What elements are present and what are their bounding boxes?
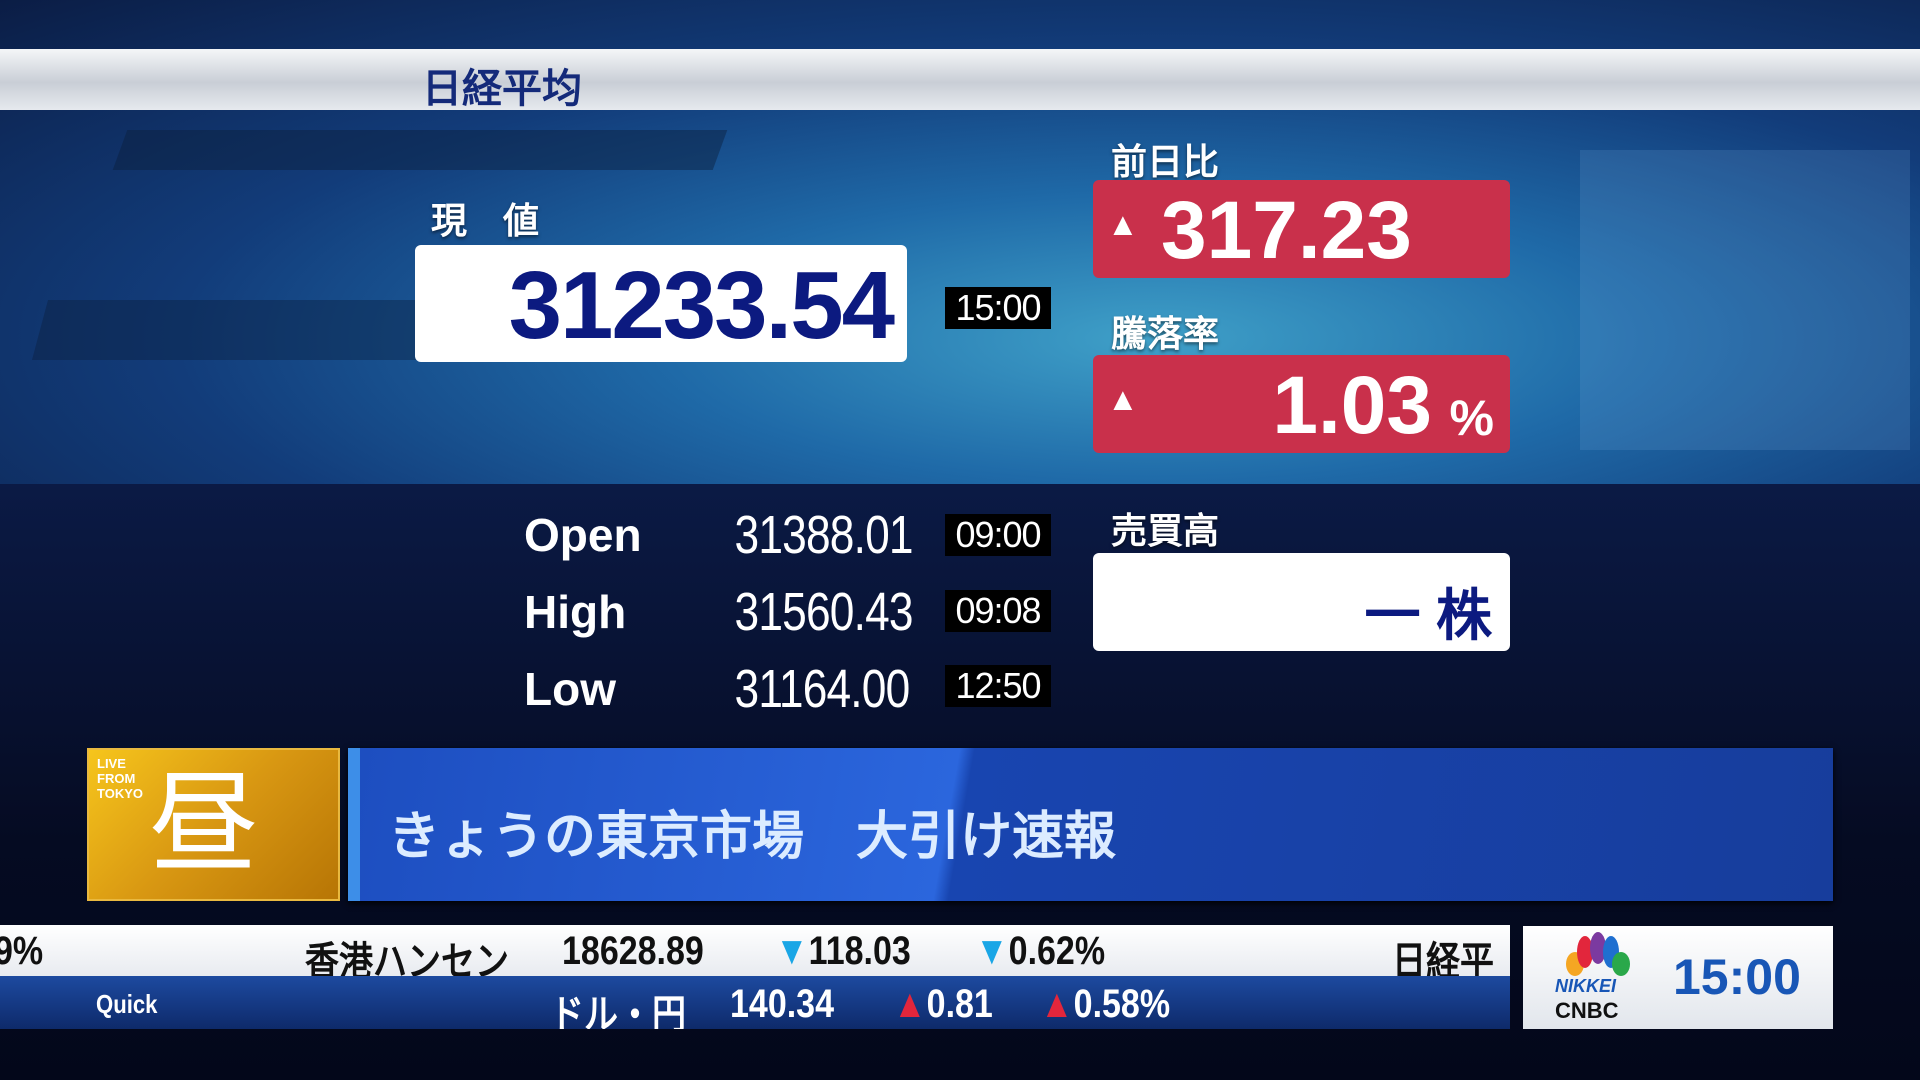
high-time: 09:08 [945, 590, 1051, 632]
ticker-prev-tail: 9% [0, 929, 44, 973]
ticker-rate: ▼0.62% [975, 929, 1106, 973]
program-badge: LIVE FROM TOKYO 昼 [87, 748, 340, 901]
current-price-box: 31233.54 [415, 245, 907, 362]
current-price: 31233.54 [508, 252, 895, 359]
ticker-bottom: Quick ドル・円 140.34 ▲0.81 ▲0.58% [0, 976, 1510, 1029]
live-from-tokyo-text: LIVE FROM TOKYO [97, 756, 143, 801]
ticker-name: ドル・円 [550, 993, 686, 1029]
open-time: 09:00 [945, 514, 1051, 556]
rate-value: 1.03 [1272, 360, 1432, 451]
change-box: ▲ 317.23 [1093, 180, 1510, 278]
ticker-change: ▲0.81 [893, 982, 993, 1026]
rate-label: 騰落率 [1111, 313, 1220, 354]
low-label: Low [524, 663, 616, 715]
ticker-next-head: 日経平 [1392, 940, 1494, 976]
nikkei-text: NIKKEI [1555, 976, 1617, 996]
ticker-name: 香港ハンセン [305, 940, 509, 976]
ticker-value: 18628.89 [562, 929, 704, 973]
ticker-change: ▼118.03 [775, 929, 911, 973]
noon-kanji: 昼 [149, 760, 259, 888]
up-arrow-icon: ▲ [1040, 982, 1074, 1026]
channel-logo-box: NIKKEI CNBC 15:00 [1523, 926, 1833, 1029]
open-value: 31388.01 [734, 505, 914, 565]
ticker-top: 9% 香港ハンセン 18628.89 ▼118.03 ▼0.62% 日経平 [0, 925, 1510, 976]
rate-box: ▲ 1.03 % [1093, 355, 1510, 453]
volume-box: 一 株 [1093, 553, 1510, 651]
high-value: 31560.43 [734, 582, 914, 642]
low-time: 12:50 [945, 665, 1051, 707]
program-banner: きょうの東京市場 大引け速報 [348, 748, 1833, 901]
index-title: 日経平均 [422, 67, 582, 111]
up-arrow-icon: ▲ [1107, 206, 1139, 242]
change-value: 317.23 [1161, 185, 1412, 276]
quick-logo: Quick [96, 989, 158, 1019]
open-label: Open [524, 509, 642, 561]
down-arrow-icon: ▼ [775, 929, 809, 973]
up-arrow-icon: ▲ [893, 982, 927, 1026]
background-decoration [1580, 150, 1910, 450]
program-title: きょうの東京市場 大引け速報 [388, 808, 1117, 866]
volume-value: 一 株 [1364, 584, 1492, 647]
cnbc-text: CNBC [1555, 998, 1619, 1023]
change-label: 前日比 [1111, 141, 1220, 182]
current-time: 15:00 [945, 287, 1051, 329]
ticker-value: 140.34 [730, 982, 834, 1026]
title-band [0, 49, 1920, 110]
up-arrow-icon: ▲ [1107, 381, 1139, 417]
clock: 15:00 [1673, 949, 1801, 1005]
rate-unit: % [1449, 390, 1494, 446]
current-label: 現 値 [431, 200, 540, 241]
volume-label: 売買高 [1111, 510, 1220, 551]
ticker-rate: ▲0.58% [1040, 982, 1171, 1026]
down-arrow-icon: ▼ [975, 929, 1009, 973]
low-value: 31164.00 [734, 659, 911, 719]
peacock-logo-icon [1566, 932, 1630, 976]
background-decoration [112, 130, 728, 170]
high-label: High [524, 586, 627, 638]
